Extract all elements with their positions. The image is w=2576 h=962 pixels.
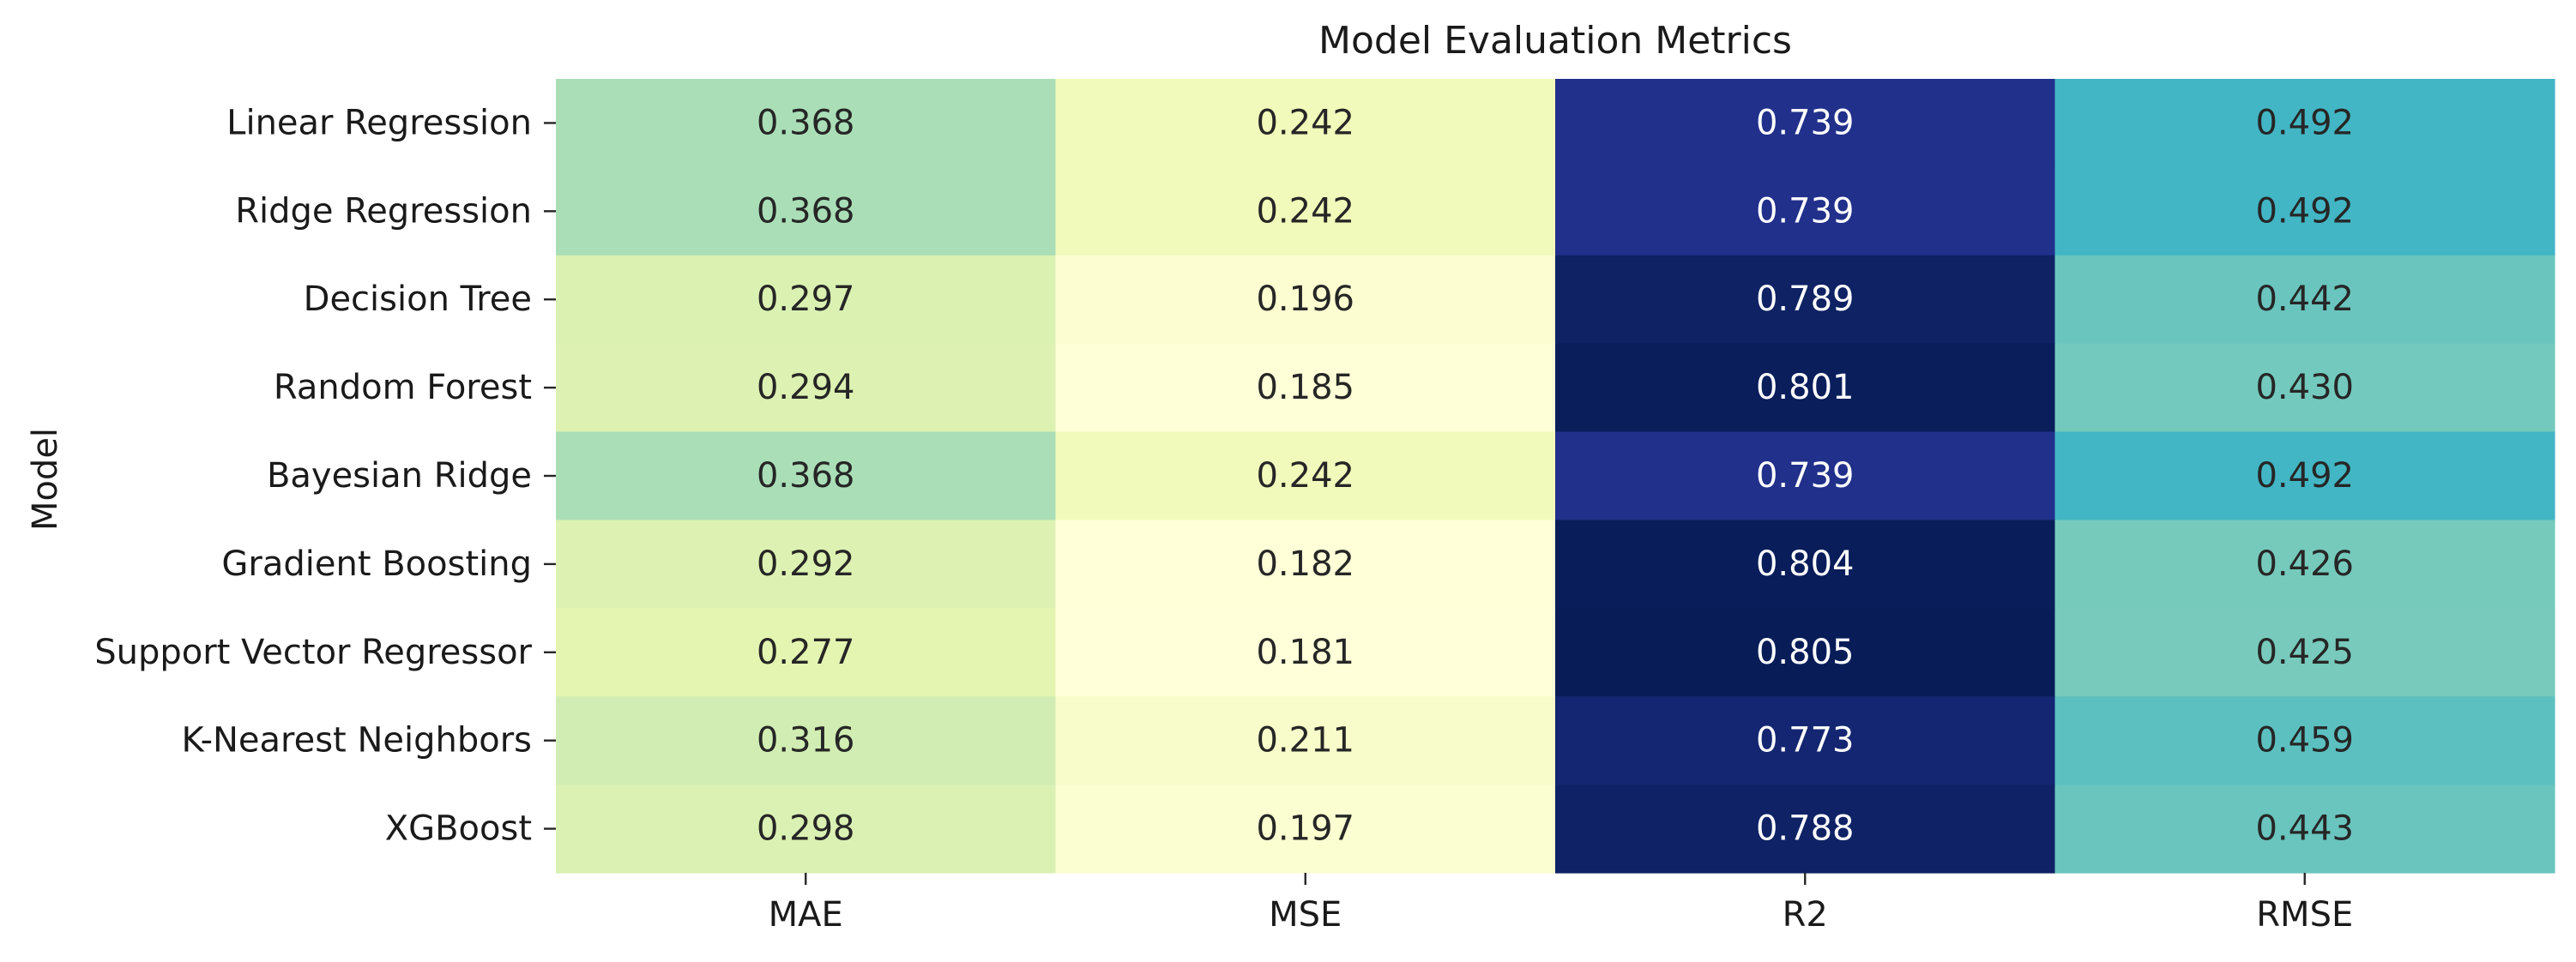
heatmap-cell xyxy=(1555,431,2056,521)
y-axis-label: Model xyxy=(26,428,65,531)
cell-value-label: 0.442 xyxy=(2255,280,2354,319)
heatmap-cell xyxy=(2054,343,2555,433)
x-tick-label: MAE xyxy=(769,895,843,935)
x-tick-label: R2 xyxy=(1783,895,1828,935)
heatmap-cell xyxy=(1555,79,2056,168)
heatmap-cell xyxy=(1055,520,1556,609)
heatmap-cell xyxy=(556,785,1057,874)
heatmap-cell xyxy=(556,343,1057,433)
cell-value-label: 0.182 xyxy=(1256,544,1354,584)
cell-value-label: 0.297 xyxy=(757,280,855,319)
heatmap-cell xyxy=(556,520,1057,609)
cell-value-label: 0.430 xyxy=(2255,368,2354,407)
cell-value-label: 0.298 xyxy=(757,809,855,849)
cell-value-label: 0.805 xyxy=(1756,633,1855,672)
cell-value-label: 0.425 xyxy=(2255,633,2354,672)
heatmap-cell xyxy=(1055,696,1556,785)
heatmap-cell xyxy=(1055,255,1556,345)
y-tick-label: Random Forest xyxy=(274,368,532,407)
cell-value-label: 0.739 xyxy=(1756,456,1855,496)
chart-title: Model Evaluation Metrics xyxy=(1318,19,1792,63)
y-tick-label: Decision Tree xyxy=(304,280,532,319)
cell-value-label: 0.804 xyxy=(1756,544,1855,584)
cell-value-label: 0.739 xyxy=(1756,103,1855,142)
cell-value-label: 0.368 xyxy=(757,103,855,142)
cell-value-label: 0.426 xyxy=(2255,544,2354,584)
heatmap-cell xyxy=(1055,79,1556,168)
heatmap-cell xyxy=(1555,608,2056,697)
heatmap-cell xyxy=(1055,608,1556,697)
x-tick-label: MSE xyxy=(1269,895,1342,935)
heatmap-cell xyxy=(1055,343,1556,433)
cell-value-label: 0.368 xyxy=(757,191,855,231)
cell-value-label: 0.294 xyxy=(757,368,855,407)
cell-value-label: 0.789 xyxy=(1756,280,1855,319)
heatmap-cell xyxy=(2054,696,2555,785)
y-tick-label: Bayesian Ridge xyxy=(267,456,532,496)
y-tick-label: Gradient Boosting xyxy=(221,544,532,584)
cell-value-label: 0.197 xyxy=(1256,809,1354,849)
cell-value-label: 0.292 xyxy=(757,544,855,584)
cell-value-label: 0.773 xyxy=(1756,721,1855,761)
cell-value-labels: 0.368 0.242 0.739 0.492 0.368 0.242 0.739 0.492… xyxy=(757,103,2354,848)
cell-value-label: 0.242 xyxy=(1256,456,1354,496)
heatmap-cell xyxy=(2054,431,2555,521)
heatmap-cell xyxy=(1055,166,1556,256)
heatmap-cell xyxy=(2054,520,2555,609)
y-tick-label: XGBoost xyxy=(385,809,532,849)
cell-value-label: 0.492 xyxy=(2255,456,2354,496)
heatmap-cell xyxy=(556,608,1057,697)
heatmap-cell xyxy=(556,696,1057,785)
heatmap-cell xyxy=(1555,255,2056,345)
heatmap-cell xyxy=(1555,520,2056,609)
y-tick-label: Ridge Regression xyxy=(235,191,532,231)
heatmap-cell xyxy=(556,166,1057,256)
y-tick-label: Linear Regression xyxy=(226,103,532,142)
heatmap-cell xyxy=(556,255,1057,345)
heatmap-cell xyxy=(556,79,1057,168)
heatmap-cell xyxy=(1055,431,1556,521)
cell-value-label: 0.196 xyxy=(1256,280,1354,319)
heatmap-cell xyxy=(2054,166,2555,256)
y-tick-label: Support Vector Regressor xyxy=(94,633,532,672)
cell-value-label: 0.316 xyxy=(757,721,855,761)
cell-value-label: 0.181 xyxy=(1256,633,1354,672)
heatmap-cell xyxy=(2054,785,2555,874)
cell-value-label: 0.242 xyxy=(1256,191,1354,231)
y-axis-ticks: Linear Regression Ridge Regression Decisio… xyxy=(94,103,556,849)
heatmap-cell xyxy=(2054,608,2555,697)
cell-value-label: 0.242 xyxy=(1256,103,1354,142)
heatmap-cell xyxy=(1055,785,1556,874)
heatmap-cell xyxy=(1555,166,2056,256)
heatmap-cells xyxy=(556,79,2555,874)
y-tick-label: K-Nearest Neighbors xyxy=(182,721,532,761)
cell-value-label: 0.443 xyxy=(2255,809,2354,849)
heatmap-cell xyxy=(1555,785,2056,874)
heatmap-cell xyxy=(2054,79,2555,168)
cell-value-label: 0.788 xyxy=(1756,809,1855,849)
heatmap-cell xyxy=(1555,696,2056,785)
cell-value-label: 0.368 xyxy=(757,456,855,496)
cell-value-label: 0.739 xyxy=(1756,191,1855,231)
cell-value-label: 0.492 xyxy=(2255,103,2354,142)
cell-value-label: 0.801 xyxy=(1756,368,1855,407)
heatmap-cell xyxy=(1555,343,2056,433)
cell-value-label: 0.185 xyxy=(1256,368,1354,407)
heatmap-cell xyxy=(556,431,1057,521)
x-axis-ticks: MAE MSE R2 RMSE xyxy=(769,873,2353,935)
x-tick-label: RMSE xyxy=(2256,895,2353,935)
cell-value-label: 0.459 xyxy=(2255,721,2354,761)
cell-value-label: 0.211 xyxy=(1256,721,1354,761)
cell-value-label: 0.277 xyxy=(757,633,855,672)
cell-value-label: 0.492 xyxy=(2255,191,2354,231)
heatmap-cell xyxy=(2054,255,2555,345)
